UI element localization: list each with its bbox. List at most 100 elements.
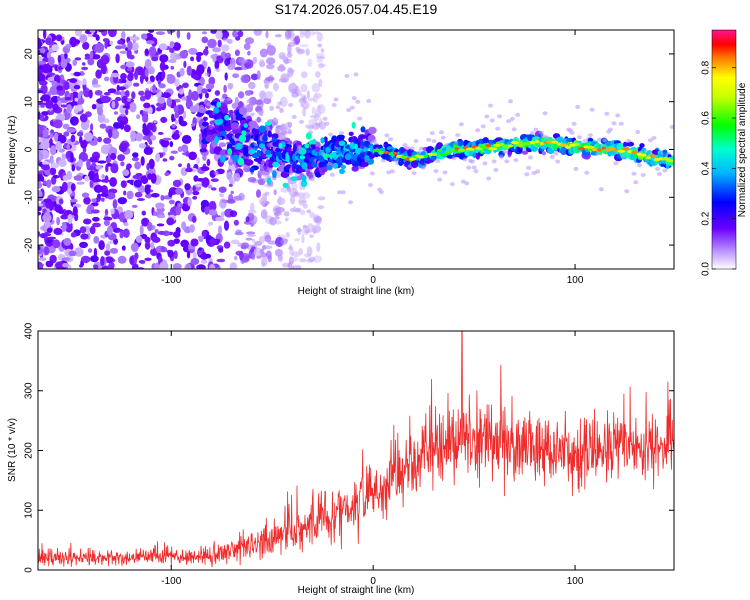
heatmap-cell bbox=[286, 52, 293, 58]
heatmap-cell bbox=[277, 101, 283, 106]
heatmap-cell bbox=[265, 30, 269, 39]
heatmap-cell bbox=[80, 255, 91, 263]
heatmap-cell bbox=[502, 149, 508, 154]
heatmap-cell bbox=[38, 203, 44, 207]
heatmap-cell bbox=[511, 127, 517, 132]
heatmap-cell bbox=[202, 61, 208, 66]
heatmap-cell bbox=[38, 257, 47, 261]
heatmap-cell bbox=[157, 131, 164, 135]
heatmap-cell bbox=[596, 148, 602, 152]
colorbar-tick-label: 0.6 bbox=[701, 111, 712, 125]
heatmap-cell bbox=[352, 161, 359, 167]
heatmap-cell bbox=[228, 183, 233, 187]
heatmap-cell bbox=[527, 155, 533, 160]
heatmap-cell bbox=[320, 137, 325, 144]
heatmap-cell bbox=[246, 234, 256, 237]
heatmap-cell bbox=[243, 123, 249, 128]
heatmap-cell bbox=[520, 142, 527, 146]
heatmap-cell bbox=[420, 165, 426, 170]
heatmap-cell bbox=[138, 90, 145, 96]
heatmap-cell bbox=[360, 126, 366, 133]
heatmap-cell bbox=[134, 252, 139, 260]
heatmap-cell bbox=[265, 149, 272, 155]
heatmap-cell bbox=[313, 229, 317, 234]
heatmap-cell bbox=[292, 251, 301, 258]
heatmap-cell bbox=[300, 71, 308, 79]
heatmap-cell bbox=[289, 248, 295, 256]
heatmap-cell bbox=[107, 88, 117, 94]
heatmap-cell bbox=[357, 116, 363, 121]
heatmap-cell bbox=[173, 250, 178, 259]
heatmap-cell bbox=[291, 91, 299, 98]
heatmap-cell bbox=[145, 193, 153, 199]
heatmap-cell bbox=[155, 152, 161, 163]
heatmap-cell bbox=[471, 165, 477, 170]
heatmap-cell bbox=[74, 57, 82, 61]
heatmap-cell bbox=[339, 168, 345, 174]
heatmap-cell bbox=[47, 100, 53, 109]
heatmap-cell bbox=[262, 177, 268, 182]
heatmap-cell bbox=[179, 67, 185, 77]
heatmap-cell bbox=[139, 95, 146, 102]
heatmap-cell bbox=[229, 262, 238, 269]
heatmap-cell bbox=[88, 170, 96, 181]
spectrogram-y-ticks: -20 -10 0 10 20 bbox=[24, 48, 674, 252]
spectrogram-x-ticks: -100 0 100 bbox=[161, 30, 584, 286]
heatmap-cell bbox=[489, 118, 495, 123]
heatmap-cell bbox=[173, 105, 179, 113]
heatmap-cell bbox=[191, 123, 196, 127]
heatmap-cell bbox=[105, 243, 111, 251]
heatmap-cell bbox=[291, 257, 299, 262]
heatmap-cell bbox=[130, 130, 137, 141]
heatmap-cell bbox=[316, 242, 321, 253]
heatmap-cell bbox=[192, 190, 200, 196]
heatmap-cell bbox=[173, 231, 181, 238]
heatmap-cell bbox=[213, 170, 219, 175]
heatmap-cell bbox=[55, 261, 65, 269]
heatmap-cell bbox=[235, 36, 241, 41]
heatmap-cell bbox=[181, 144, 189, 153]
heatmap-cell bbox=[99, 123, 107, 129]
heatmap-cell bbox=[312, 138, 317, 145]
heatmap-cell bbox=[436, 149, 442, 153]
heatmap-cell bbox=[299, 119, 304, 124]
heatmap-cell bbox=[171, 133, 180, 140]
heatmap-cell bbox=[151, 193, 160, 198]
heatmap-cell bbox=[237, 157, 245, 166]
heatmap-cell bbox=[44, 231, 49, 236]
heatmap-cell bbox=[153, 211, 158, 217]
heatmap-cell bbox=[98, 30, 105, 33]
heatmap-cell bbox=[318, 121, 327, 130]
heatmap-cell bbox=[91, 209, 100, 214]
heatmap-cell bbox=[303, 253, 311, 258]
heatmap-cell bbox=[586, 145, 595, 149]
heatmap-cell bbox=[67, 213, 73, 225]
heatmap-cell bbox=[438, 130, 444, 135]
heatmap-cell bbox=[258, 125, 267, 133]
heatmap-cell bbox=[43, 198, 52, 203]
heatmap-cell bbox=[143, 107, 150, 112]
heatmap-cell bbox=[280, 238, 288, 245]
heatmap-cell bbox=[100, 197, 105, 202]
heatmap-cell bbox=[259, 90, 267, 100]
heatmap-cell bbox=[491, 159, 497, 164]
heatmap-cell bbox=[227, 82, 234, 90]
heatmap-cell bbox=[74, 30, 83, 37]
heatmap-cell bbox=[615, 113, 621, 118]
heatmap-cell bbox=[287, 44, 292, 55]
heatmap-cell bbox=[188, 47, 198, 55]
heatmap-cell bbox=[115, 53, 120, 64]
heatmap-cell bbox=[218, 186, 227, 193]
heatmap-cell bbox=[309, 212, 315, 218]
heatmap-cell bbox=[90, 255, 99, 263]
heatmap-cell bbox=[74, 247, 84, 257]
heatmap-cell bbox=[529, 131, 535, 136]
y-tick-label: 0 bbox=[24, 146, 35, 152]
heatmap-cell bbox=[622, 147, 630, 151]
heatmap-cell bbox=[70, 152, 74, 163]
y-tick-label: 20 bbox=[24, 48, 35, 60]
heatmap-cell bbox=[199, 104, 204, 109]
heatmap-cell bbox=[230, 239, 240, 245]
heatmap-cell bbox=[248, 149, 256, 155]
